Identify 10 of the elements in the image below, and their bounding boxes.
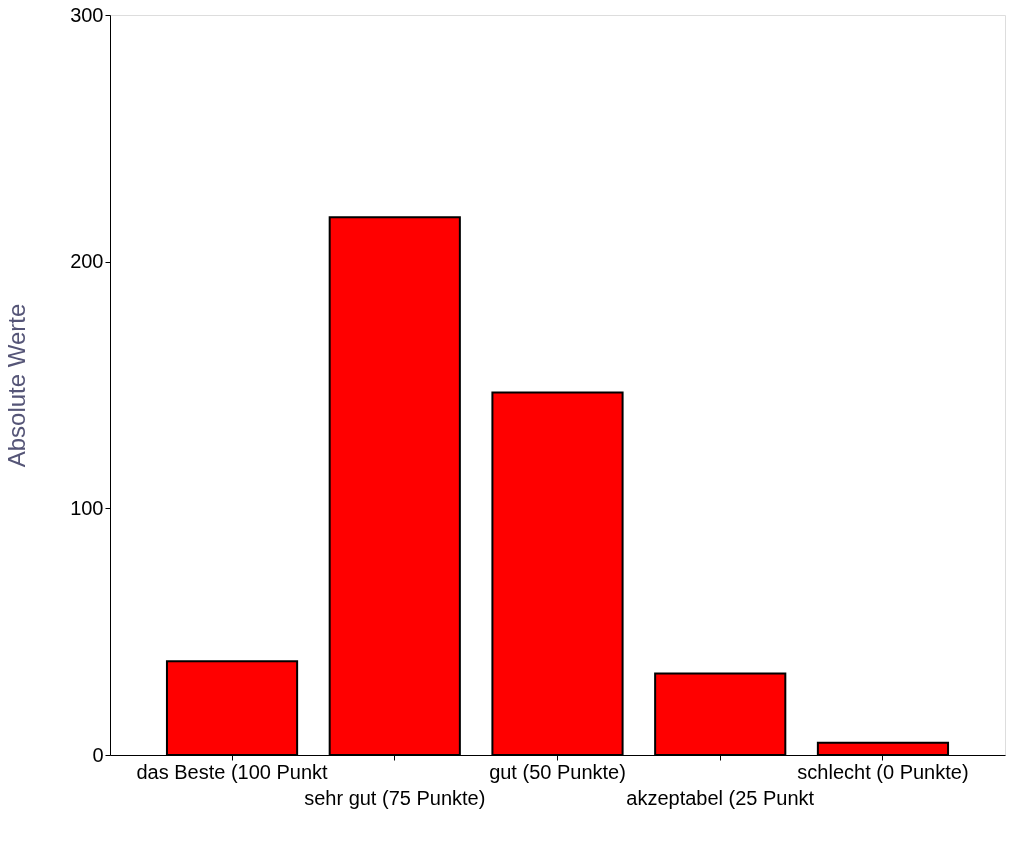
y-axis-title: Absolute Werte (3, 303, 31, 468)
x-tick-label: das Beste (100 Punkt (136, 760, 329, 783)
x-tick-label: akzeptabel (25 Punkt (626, 786, 815, 809)
x-tick-label: sehr gut (75 Punkte) (304, 786, 486, 809)
x-tick-label: gut (50 Punkte) (489, 760, 626, 783)
y-tick-label: 200 (70, 250, 104, 273)
y-tick-label: 300 (70, 3, 104, 26)
y-tick-label: 0 (92, 743, 104, 766)
y-tick-label: 100 (70, 496, 104, 519)
x-tick-label: schlecht (0 Punkte) (797, 760, 969, 783)
